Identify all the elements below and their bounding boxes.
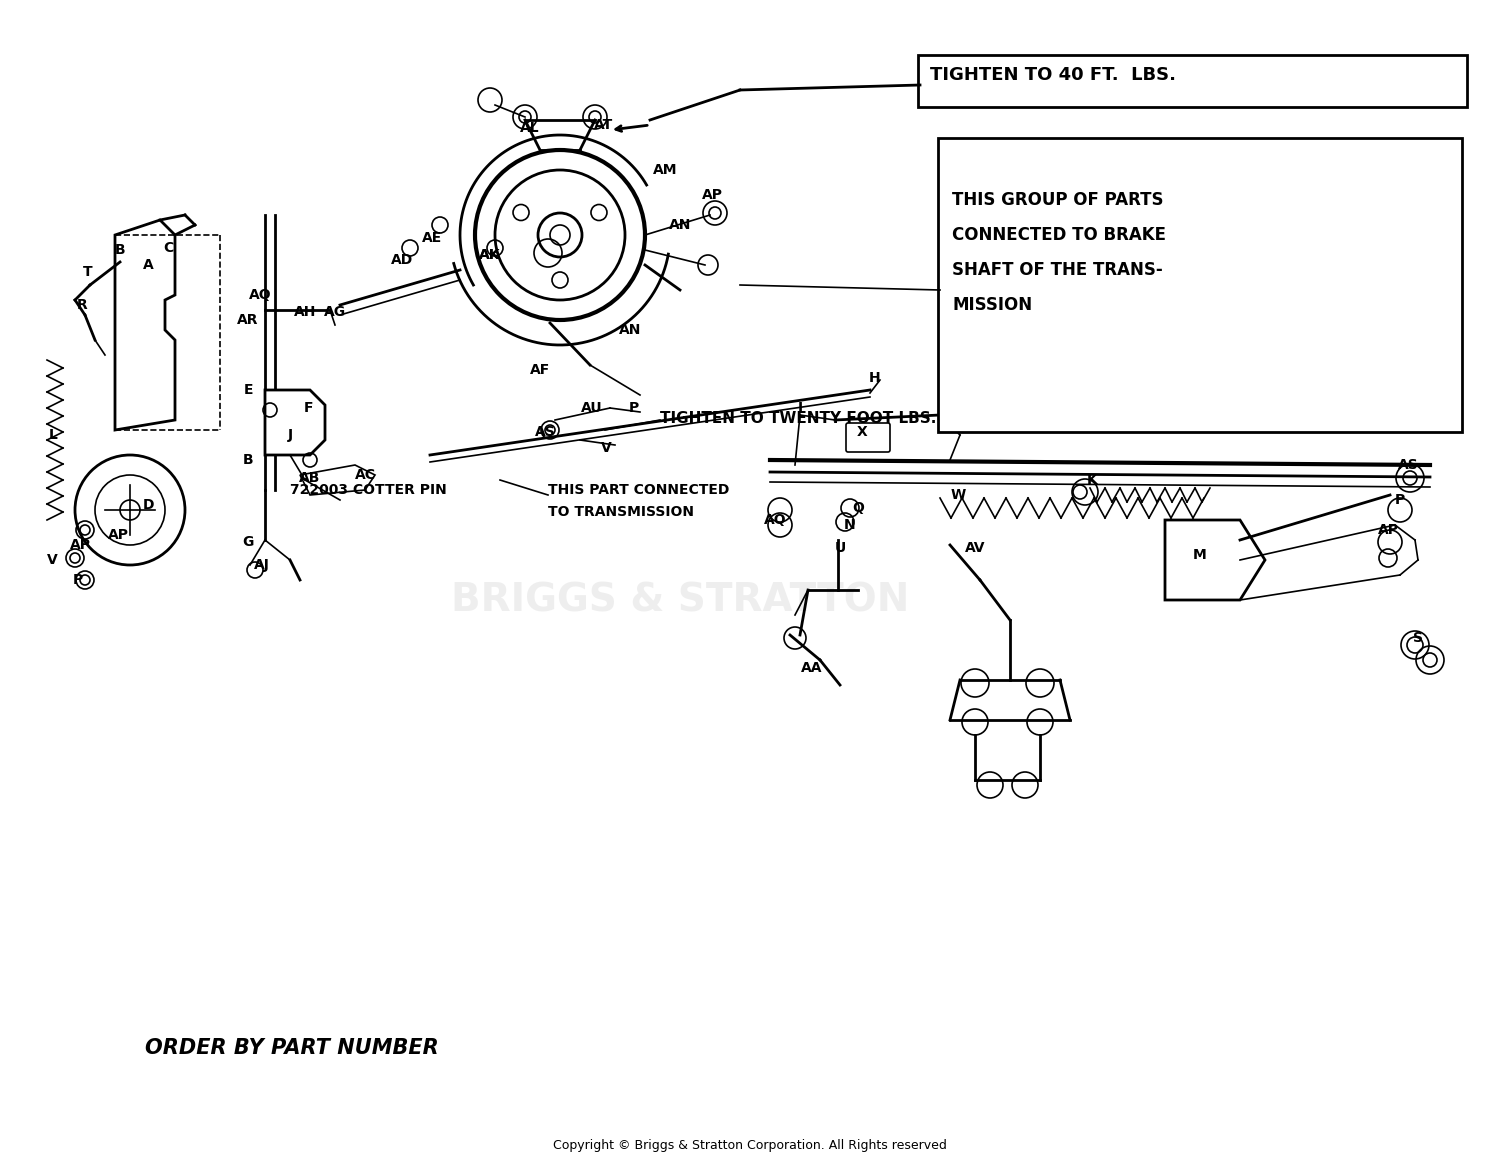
Text: N: N (844, 518, 856, 532)
Text: AP: AP (108, 528, 129, 542)
FancyBboxPatch shape (938, 139, 1462, 432)
Text: Copyright © Briggs & Stratton Corporation. All Rights reserved: Copyright © Briggs & Stratton Corporatio… (554, 1139, 946, 1152)
Text: P: P (1395, 493, 1406, 507)
Text: AF: AF (530, 363, 550, 377)
Polygon shape (1166, 520, 1264, 600)
Text: ORDER BY PART NUMBER: ORDER BY PART NUMBER (146, 1038, 439, 1058)
Text: F: F (303, 402, 313, 414)
Text: AP: AP (69, 538, 90, 552)
Text: BRIGGS & STRATTON: BRIGGS & STRATTON (452, 581, 909, 619)
Text: P: P (74, 573, 82, 587)
Text: TIGHTEN TO 40 FT.  LBS.: TIGHTEN TO 40 FT. LBS. (930, 66, 1176, 85)
Text: Z: Z (1370, 373, 1380, 387)
Text: AK: AK (480, 248, 501, 262)
Text: AA: AA (801, 661, 824, 675)
Text: J: J (288, 429, 292, 441)
Text: AK: AK (480, 248, 501, 262)
Text: TIGHTEN TO TWENTY FOOT LBS.: TIGHTEN TO TWENTY FOOT LBS. (660, 411, 936, 425)
Text: V: V (46, 553, 57, 567)
Text: AM: AM (652, 163, 678, 177)
Text: R: R (76, 298, 87, 312)
Text: M: M (1192, 548, 1208, 562)
Text: AH: AH (294, 305, 316, 319)
Text: AQ: AQ (764, 513, 786, 527)
Text: AR: AR (237, 313, 260, 328)
Text: K: K (1086, 473, 1098, 487)
Polygon shape (116, 220, 176, 430)
Text: AS: AS (1398, 458, 1419, 472)
Text: TO TRANSMISSION: TO TRANSMISSION (548, 505, 694, 519)
Text: Y: Y (938, 402, 946, 414)
Text: CONNECTED TO BRAKE: CONNECTED TO BRAKE (952, 227, 1166, 244)
Text: T: T (82, 265, 93, 279)
Text: G: G (243, 535, 254, 549)
Text: I: I (798, 402, 802, 414)
Text: AD: AD (392, 254, 412, 266)
Text: AN: AN (620, 323, 640, 337)
Text: THIS PART CONNECTED: THIS PART CONNECTED (548, 483, 729, 497)
FancyBboxPatch shape (846, 423, 889, 452)
Text: AE: AE (422, 231, 442, 245)
Text: C: C (164, 241, 172, 255)
Text: 722003 COTTER PIN: 722003 COTTER PIN (290, 483, 447, 497)
Text: THIS GROUP OF PARTS: THIS GROUP OF PARTS (952, 191, 1164, 209)
Text: D: D (142, 498, 154, 512)
Text: Q: Q (852, 501, 864, 515)
Text: AC: AC (354, 468, 375, 483)
Text: AT: AT (594, 119, 613, 131)
Text: A: A (142, 258, 153, 272)
Text: AL: AL (520, 121, 540, 135)
Text: AG: AG (324, 305, 346, 319)
Polygon shape (266, 390, 326, 456)
Text: AS: AS (534, 425, 555, 439)
Text: W: W (951, 488, 966, 502)
FancyBboxPatch shape (918, 55, 1467, 107)
Text: AB: AB (300, 471, 321, 485)
Text: AN: AN (669, 218, 692, 232)
Text: B: B (114, 243, 126, 257)
Text: S: S (1413, 630, 1424, 645)
Text: SHAFT OF THE TRANS-: SHAFT OF THE TRANS- (952, 261, 1162, 279)
Polygon shape (300, 465, 375, 495)
Text: AP: AP (702, 188, 723, 202)
Text: AU: AU (580, 402, 603, 414)
Text: MISSION: MISSION (952, 296, 1032, 313)
Text: X: X (856, 425, 867, 439)
Text: AJ: AJ (254, 558, 270, 572)
Text: U: U (834, 541, 846, 555)
Text: L: L (48, 429, 57, 441)
Text: AP: AP (1377, 522, 1398, 537)
Text: V: V (600, 441, 612, 456)
Text: AV: AV (964, 541, 986, 555)
Text: P: P (628, 402, 639, 414)
Text: H: H (868, 371, 880, 385)
Text: E: E (243, 383, 254, 397)
Text: AQ: AQ (249, 288, 272, 302)
Text: B: B (243, 453, 254, 467)
